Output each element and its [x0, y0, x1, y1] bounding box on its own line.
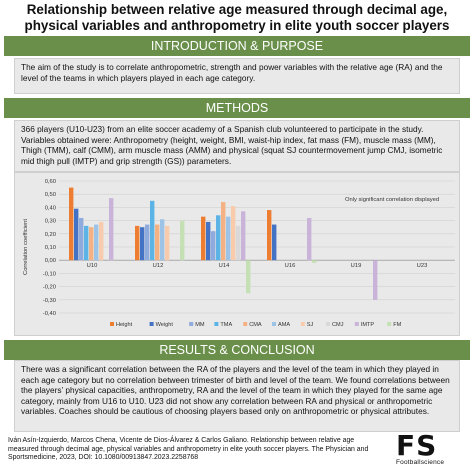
citation: Iván Asín-Izquierdo, Marcos Chena, Vicen…: [8, 437, 369, 462]
legend-label-fm: FM: [393, 322, 401, 328]
legend-label-sj: SJ: [307, 322, 314, 328]
bar-cma-u14: [221, 202, 226, 261]
legend-swatch-fm: [387, 322, 392, 326]
methods-text: 366 players (U10-U23) from an elite socc…: [14, 120, 460, 172]
bar-ama-u12: [160, 219, 165, 261]
y-tick-label: 0,60: [45, 179, 56, 185]
logo-mark: FS: [396, 429, 438, 462]
x-category-label: U19: [351, 263, 362, 269]
legend-swatch-cma: [243, 322, 248, 326]
y-tick-label: 0,10: [45, 245, 56, 251]
y-tick-label: -0,10: [43, 271, 56, 277]
bar-fm-u16: [312, 260, 317, 263]
bar-sj-u14: [231, 206, 236, 261]
legend-label-imtp: IMTP: [361, 322, 375, 328]
bar-mm-u12: [145, 224, 150, 261]
legend-label-weight: Weight: [156, 322, 174, 328]
y-tick-label: 0,20: [45, 232, 56, 238]
poster-title-line1: Relationship between relative age measur…: [26, 2, 448, 17]
bar-cma-u10: [89, 227, 94, 261]
bar-height-u10: [69, 187, 74, 261]
bar-tma-u14: [216, 215, 221, 261]
bar-imtp-u10: [109, 198, 114, 261]
bar-ama-u14: [226, 216, 231, 261]
poster-title: Relationship between relative age measur…: [4, 2, 470, 34]
y-tick-label: 0,00: [45, 258, 56, 264]
bar-mm-u14: [211, 231, 216, 261]
results-text: There was a significant correlation betw…: [14, 360, 460, 432]
results-heading: RESULTS & CONCLUSION: [4, 340, 470, 360]
bar-weight-u14: [206, 221, 211, 261]
bar-tma-u10: [84, 225, 89, 261]
legend-swatch-weight: [149, 322, 154, 326]
chart-annotation: Only significant correlation displayed: [345, 197, 439, 203]
legend-label-cmj: CMJ: [332, 322, 344, 328]
y-axis-label: Correlation coefficient: [23, 219, 29, 275]
correlation-chart-svg: 0,60 0,50 0,40 0,30 0,20 0,10 0,00 -0,10 -0,20 -0…: [23, 179, 455, 328]
bar-sj-u10: [99, 221, 104, 261]
poster-title-line2: physical variables and anthropometry in …: [24, 18, 450, 33]
bar-imtp-u19: [373, 260, 378, 300]
bar-weight-u16: [272, 224, 277, 261]
bar-tma-u12: [150, 200, 155, 261]
bar-height-u16: [267, 210, 272, 261]
x-category-label: U10: [87, 263, 98, 269]
legend-swatch-mm: [189, 322, 194, 326]
bar-weight-u10: [74, 208, 79, 261]
legend-label-height: Height: [116, 322, 133, 328]
bar-sj-u12: [165, 225, 170, 261]
legend-label-tma: TMA: [220, 322, 232, 328]
x-category-label: U23: [417, 263, 428, 269]
bar-weight-u12: [140, 227, 145, 261]
bar-height-u12: [135, 225, 140, 261]
x-category-label: U14: [219, 263, 230, 269]
intro-heading: INTRODUCTION & PURPOSE: [4, 36, 470, 56]
legend-swatch-sj: [300, 322, 305, 326]
bar-fm-u12: [180, 220, 185, 261]
legend-swatch-imtp: [354, 322, 359, 326]
x-category-label: U12: [153, 263, 164, 269]
legend-label-cma: CMA: [249, 322, 262, 328]
bar-height-u14: [201, 216, 206, 261]
legend-swatch-ama: [272, 322, 276, 326]
footballscience-logo: FS Footballscience: [396, 432, 468, 472]
legend-swatch-tma: [214, 322, 219, 326]
y-tick-label: 0,40: [45, 205, 56, 211]
bar-cmj-u14: [236, 225, 241, 261]
y-tick-label: -0,40: [43, 311, 56, 317]
logo-subtitle: Footballscience: [396, 459, 445, 466]
bar-ama-u10: [94, 224, 99, 261]
y-tick-label: -0,30: [43, 298, 56, 304]
x-category-label: U16: [285, 263, 296, 269]
legend-swatch-cmj: [326, 322, 330, 326]
y-tick-label: -0,20: [43, 285, 56, 291]
y-tick-label: 0,50: [45, 192, 56, 198]
correlation-chart: 0,60 0,50 0,40 0,30 0,20 0,10 0,00 -0,10 -0,20 -0…: [14, 172, 460, 336]
bar-cma-u12: [155, 224, 160, 261]
bar-fm-u14: [246, 260, 251, 294]
legend-label-mm: MM: [195, 322, 205, 328]
methods-heading: METHODS: [4, 98, 470, 118]
legend-swatch-height: [110, 322, 114, 326]
bar-mm-u10: [79, 217, 84, 261]
legend-label-ama: AMA: [278, 322, 290, 328]
bar-imtp-u16: [307, 217, 312, 261]
intro-text: The aim of the study is to correlate ant…: [14, 58, 460, 94]
y-tick-label: 0,30: [45, 219, 56, 225]
bar-imtp-u14: [241, 211, 246, 261]
